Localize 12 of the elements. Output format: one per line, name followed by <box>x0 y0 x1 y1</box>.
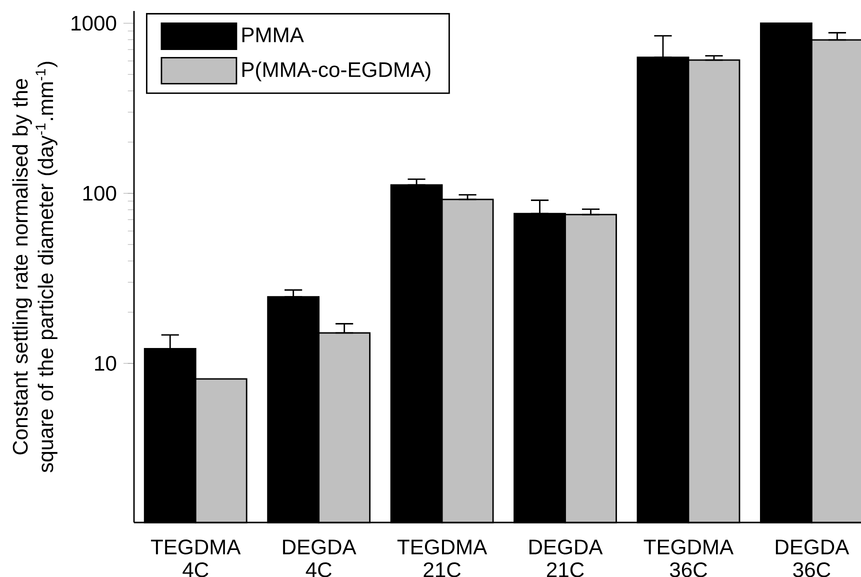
x-tick-label: TEGDMA 21C <box>397 540 488 577</box>
x-tick-label: DEGDA 4C <box>283 540 356 577</box>
y-tick-label: 10 <box>95 356 116 371</box>
x-tick-label: TEGDMA 4C <box>150 540 241 577</box>
x-tick-label: TEGDMA 36C <box>644 540 734 577</box>
y-axis-title: Constant settling rate normalised by the square of the particle diameter (day$^{-1}$.mm$^{-1}$) <box>12 62 58 472</box>
x-tick-label: DEGDA 21C <box>530 540 603 577</box>
legend-label: P(MMA-co-EGDMA) <box>242 62 430 82</box>
y-tick-label: 1000 <box>72 16 116 31</box>
x-tick-label: DEGDA 36C <box>776 540 850 577</box>
legend-label: PMMA <box>242 28 304 42</box>
y-tick-label: 100 <box>83 186 116 201</box>
